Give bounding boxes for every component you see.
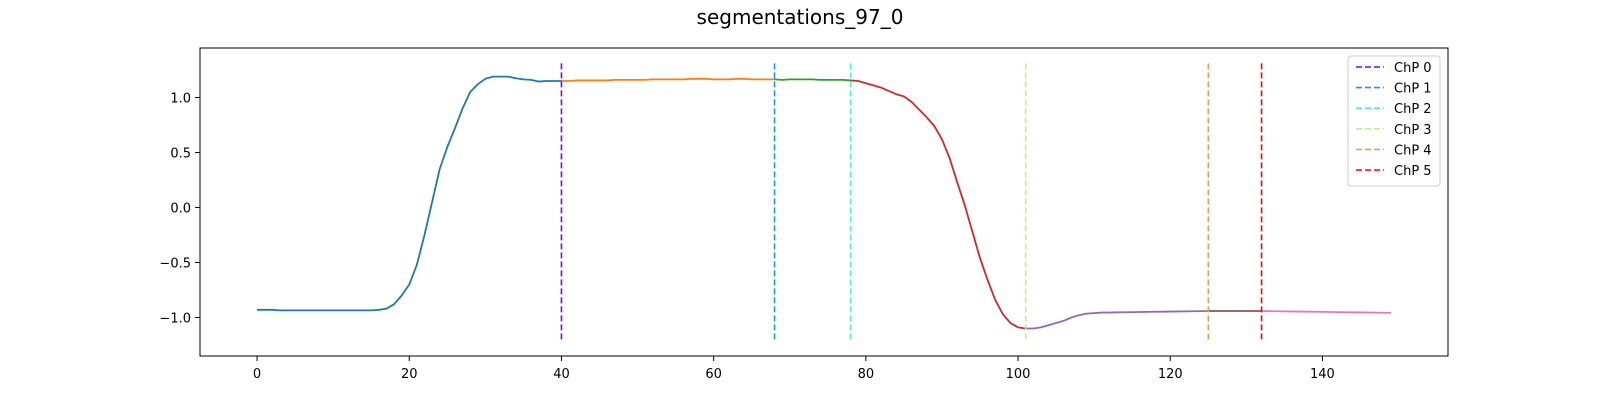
x-tick-label: 0 <box>253 367 261 382</box>
legend-label: ChP 5 <box>1394 164 1432 179</box>
y-tick-label: 0.5 <box>170 147 191 162</box>
x-tick-label: 80 <box>858 367 875 382</box>
signal-segment-1 <box>561 77 775 82</box>
signal-segment-6 <box>1261 310 1391 314</box>
x-tick-label: 100 <box>1006 367 1031 382</box>
x-tick-label: 40 <box>553 367 570 382</box>
axes: 0 20 40 60 80 100 120 140 −1.0 −0.5 0.0 0.5 1.0 <box>159 47 1449 382</box>
legend-label: ChP 1 <box>1394 82 1432 97</box>
legend-label: ChP 2 <box>1394 102 1432 117</box>
legend: ChP 0 ChP 1 ChP 2 ChP 3 ChP 4 ChP 5 <box>1347 55 1441 187</box>
x-axis-ticks: 0 20 40 60 80 100 120 140 <box>253 356 1335 382</box>
y-tick-label: 0.0 <box>170 202 191 217</box>
legend-box <box>1347 55 1441 187</box>
x-tick-label: 20 <box>401 367 418 382</box>
chart-title: segmentations_97_0 <box>697 5 904 29</box>
y-axis-ticks: −1.0 −0.5 0.0 0.5 1.0 <box>159 92 200 327</box>
signal-segment-4 <box>1025 310 1209 330</box>
x-tick-label: 140 <box>1310 367 1335 382</box>
legend-label: ChP 0 <box>1394 61 1432 76</box>
legend-label: ChP 4 <box>1394 143 1432 158</box>
y-tick-label: −0.5 <box>159 257 191 272</box>
signal-segment-3 <box>850 79 1026 330</box>
y-tick-label: 1.0 <box>170 92 191 107</box>
x-tick-label: 120 <box>1158 367 1183 382</box>
x-tick-label: 60 <box>705 367 722 382</box>
plot-frame <box>199 47 1449 357</box>
signal-segment-0 <box>257 75 562 312</box>
y-tick-label: −1.0 <box>159 312 191 327</box>
legend-label: ChP 3 <box>1394 123 1432 138</box>
plot-area <box>257 63 1391 342</box>
signal-segment-2 <box>774 78 851 82</box>
